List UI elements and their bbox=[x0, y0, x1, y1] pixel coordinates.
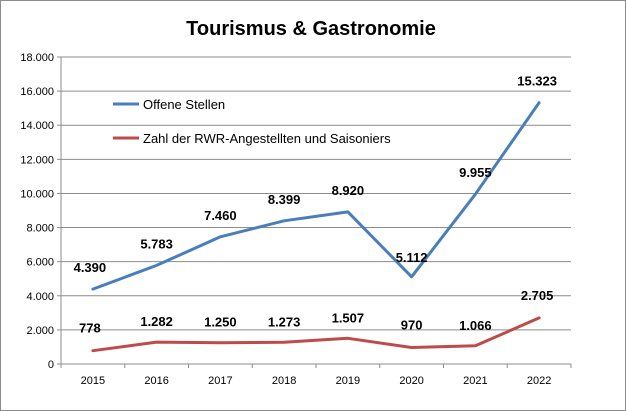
y-tick-label: 16.000 bbox=[20, 86, 54, 98]
data-label: 1.066 bbox=[459, 318, 492, 333]
legend: Offene Stellen Zahl der RWR-Angestellten … bbox=[113, 97, 391, 146]
series-line-2 bbox=[91, 316, 541, 353]
axis-layer: 0 2.000 4.000 6.000 8.000 10.000 12.000 14.000 1… bbox=[20, 52, 572, 387]
x-tick-label: 2016 bbox=[144, 375, 168, 387]
x-tick-label: 2018 bbox=[272, 375, 296, 387]
data-label: 5.112 bbox=[396, 250, 428, 265]
y-tick-label: 0 bbox=[48, 359, 54, 371]
y-tick-label: 4.000 bbox=[26, 291, 54, 303]
x-tick-label: 2021 bbox=[463, 375, 487, 387]
data-label: 7.460 bbox=[204, 208, 237, 223]
y-tick-label: 18.000 bbox=[20, 52, 54, 64]
series-layer bbox=[91, 101, 541, 353]
y-tick-label: 6.000 bbox=[26, 257, 54, 269]
data-label: 1.282 bbox=[140, 314, 173, 329]
data-label: 4.390 bbox=[74, 260, 107, 275]
legend-label: Offene Stellen bbox=[143, 97, 225, 112]
data-label: 1.273 bbox=[268, 314, 301, 329]
data-label: 2.705 bbox=[521, 288, 554, 303]
y-tick-label: 2.000 bbox=[26, 325, 54, 337]
data-label: 15.323 bbox=[517, 74, 557, 89]
x-tick-label: 2022 bbox=[527, 375, 551, 387]
data-label-layer: 4.390 5.783 7.460 8.399 8.920 5.112 9.955 15.32… bbox=[74, 74, 557, 336]
data-label: 970 bbox=[401, 317, 423, 332]
data-label: 9.955 bbox=[459, 165, 492, 180]
x-tick-label: 2019 bbox=[336, 375, 360, 387]
data-label: 8.920 bbox=[332, 183, 365, 198]
x-tick-label: 2020 bbox=[399, 375, 423, 387]
y-tick-label: 8.000 bbox=[26, 223, 54, 235]
data-label: 1.507 bbox=[332, 310, 365, 325]
y-tick-label: 10.000 bbox=[20, 188, 54, 200]
series-line-1 bbox=[91, 101, 541, 291]
legend-label: Zahl der RWR-Angestellten und Saisoniers bbox=[143, 131, 391, 146]
data-label: 8.399 bbox=[268, 192, 301, 207]
x-tick-label: 2015 bbox=[81, 375, 105, 387]
data-label: 5.783 bbox=[140, 236, 173, 251]
y-tick-label: 14.000 bbox=[20, 120, 54, 132]
x-tick-label: 2017 bbox=[208, 375, 232, 387]
data-label: 1.250 bbox=[204, 315, 237, 330]
chart-title: Tourismus & Gastronomie bbox=[186, 18, 436, 40]
data-label: 778 bbox=[79, 321, 101, 336]
y-tick-label: 12.000 bbox=[20, 154, 54, 166]
